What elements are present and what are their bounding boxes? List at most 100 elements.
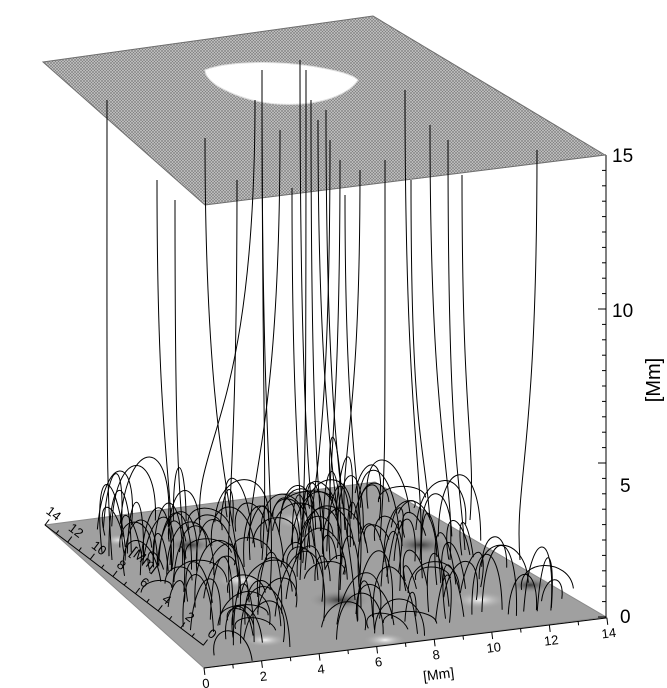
- closed-field-loop: [360, 482, 390, 508]
- vertical-tick-label: 10: [612, 301, 633, 322]
- closed-field-loop: [111, 465, 156, 527]
- closed-field-loop: [481, 545, 517, 616]
- closed-field-loop: [415, 480, 467, 531]
- open-field-line: [299, 69, 307, 561]
- open-field-line: [379, 159, 386, 541]
- closed-field-loop: [471, 553, 503, 615]
- top-plane-white-patch: [204, 62, 359, 105]
- closed-field-loop: [402, 565, 417, 592]
- open-field-line: [429, 124, 452, 561]
- y-tick: [169, 615, 173, 620]
- top-boundary-plane: [41, 15, 607, 206]
- closed-field-loop: [441, 541, 467, 589]
- closed-field-loop: [119, 521, 153, 548]
- closed-field-loop: [415, 566, 452, 580]
- x-tick: [203, 667, 206, 676]
- closed-field-loop: [304, 505, 355, 550]
- closed-field-loop: [194, 539, 250, 608]
- closed-field-loop: [336, 572, 382, 625]
- open-field-line: [343, 169, 361, 531]
- closed-field-loop: [210, 506, 256, 548]
- closed-field-loop: [366, 459, 411, 514]
- y-tick: [67, 536, 73, 543]
- closed-field-loop: [282, 490, 334, 506]
- closed-field-loop: [185, 538, 233, 559]
- y-tick: [123, 581, 127, 586]
- x-tick-label: 8: [432, 647, 441, 663]
- closed-field-loop: [321, 601, 367, 631]
- closed-field-loop: [226, 608, 254, 625]
- closed-field-loop: [285, 545, 324, 602]
- closed-field-loop: [382, 610, 438, 624]
- closed-field-loop: [234, 537, 273, 554]
- closed-field-loop: [172, 546, 186, 592]
- closed-field-loop: [322, 470, 342, 539]
- closed-field-loop: [178, 525, 207, 553]
- closed-field-loop: [386, 520, 403, 577]
- x-tick: [606, 617, 609, 625]
- vertical-tick-label: 0: [620, 607, 631, 628]
- closed-field-loop: [374, 598, 426, 636]
- closed-field-loop: [231, 606, 254, 638]
- closed-field-loop: [274, 550, 326, 621]
- closed-field-loop: [372, 566, 419, 634]
- y-tick: [191, 633, 195, 637]
- closed-field-loop: [314, 555, 331, 582]
- open-field-line: [325, 109, 356, 601]
- closed-field-loop: [380, 530, 401, 591]
- closed-field-loop: [303, 561, 346, 579]
- closed-field-loop: [124, 519, 158, 566]
- closed-field-loop: [234, 617, 277, 631]
- closed-field-loop: [459, 551, 484, 594]
- closed-field-loop: [203, 555, 240, 599]
- closed-field-loop: [393, 518, 416, 562]
- closed-field-loop: [157, 511, 198, 566]
- x-axis-line: [203, 617, 607, 669]
- closed-field-loop: [434, 532, 457, 586]
- closed-field-loop: [407, 561, 460, 593]
- closed-field-loop: [96, 470, 133, 530]
- y-tick: [112, 570, 118, 577]
- closed-field-loop: [244, 580, 282, 627]
- closed-field-loop: [99, 484, 126, 553]
- open-field-line: [461, 174, 472, 521]
- y-tick: [78, 547, 82, 552]
- closed-field-loop: [426, 552, 450, 613]
- closed-field-loop: [357, 469, 400, 534]
- closed-field-loop: [353, 484, 381, 521]
- open-field-line: [261, 69, 266, 561]
- closed-field-loop: [102, 473, 123, 531]
- closed-field-loop: [147, 551, 165, 572]
- x-tick-label: 6: [374, 654, 383, 670]
- closed-field-loop: [167, 580, 186, 608]
- x-tick: [376, 646, 379, 654]
- closed-field-loop: [122, 540, 162, 582]
- open-field-line: [328, 159, 341, 561]
- closed-field-loop: [326, 485, 351, 552]
- open-field-line: [447, 139, 466, 551]
- open-field-line: [174, 199, 186, 561]
- closed-field-loop: [420, 513, 442, 584]
- y-tick-label: 10: [89, 538, 110, 559]
- closed-field-loop: [377, 485, 427, 503]
- closed-field-loop: [291, 494, 311, 550]
- closed-field-loop: [295, 507, 343, 565]
- closed-field-loop: [443, 560, 478, 601]
- closed-field-loop: [383, 500, 438, 563]
- closed-field-loop: [246, 505, 270, 543]
- closed-field-loop: [192, 514, 223, 531]
- closed-field-loop: [507, 573, 537, 615]
- closed-field-loop: [243, 600, 285, 643]
- x-tick-label: 2: [259, 668, 268, 684]
- y-tick: [101, 564, 105, 569]
- closed-field-loop: [240, 586, 291, 648]
- open-field-line: [156, 179, 172, 566]
- closed-field-loop: [366, 612, 409, 630]
- open-field-line: [344, 194, 362, 576]
- y-tick: [89, 553, 95, 560]
- closed-field-loop: [421, 493, 453, 537]
- x-tick-label: 10: [486, 639, 502, 656]
- closed-field-loop: [108, 489, 132, 557]
- closed-field-loop: [286, 546, 315, 567]
- closed-field-loop: [280, 541, 304, 568]
